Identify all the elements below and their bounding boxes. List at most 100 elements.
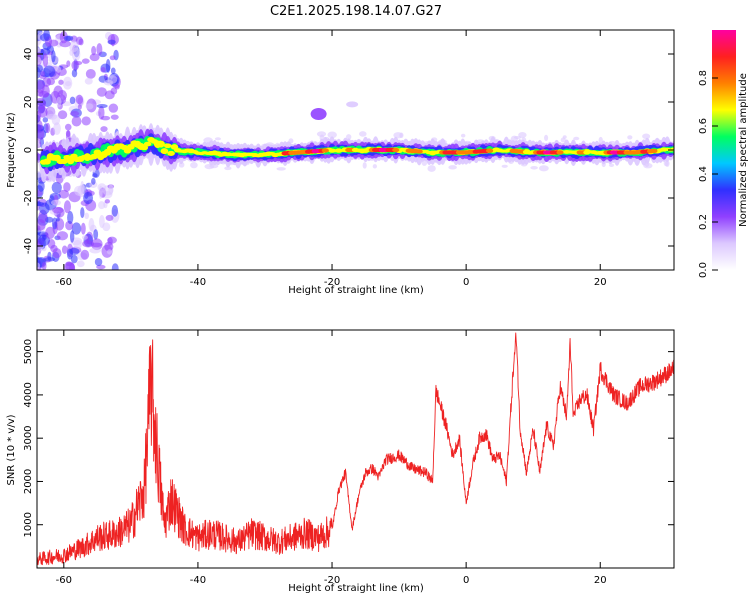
snr-x-tick-label: 20 [594,575,607,586]
snr-panel: -60 -40 -20 0 20 1000 2000 3000 4000 5000 Height … [6,329,675,594]
heatmap-cell [51,181,62,194]
heatmap-cell [109,55,116,61]
heatmap-cell [71,60,80,71]
heatmap-cell [81,235,88,240]
heatmap-cell [64,81,72,87]
heatmap-cell [427,165,436,172]
heatmap-cell [544,134,549,141]
heatmap-cell [46,77,56,86]
snr-y-tick-label: 2000 [23,469,34,494]
heatmap-cell [45,122,51,134]
heatmap-cell [642,133,651,140]
heatmap-cell [204,163,215,170]
spectrogram-x-tick-label: -20 [324,277,340,288]
heatmap-cell [399,132,404,139]
heatmap-cell [37,152,41,163]
spectrogram-x-tick-label: -60 [56,277,72,288]
heatmap-cell [53,122,61,136]
heatmap-cell [37,97,47,110]
heatmap-cell [106,249,113,255]
heatmap-cell [96,87,107,97]
heatmap-cell [110,114,119,120]
heatmap-cell [42,53,49,68]
heatmap-cell [42,117,49,123]
heatmap-cell [108,103,119,113]
heatmap-cell [71,222,82,235]
heatmap-cell [78,38,84,46]
heatmap-cell [52,206,64,214]
heatmap-cell [58,79,64,85]
heatmap-cell [67,211,74,225]
colorbar-tick-label: 0.0 [698,262,709,278]
colorbar-tick-label: 0.8 [698,70,709,86]
heatmap-cell [104,90,115,100]
snr-x-tick-label: -60 [56,575,72,586]
heatmap-cell [167,150,175,156]
heatmap-cell [37,250,40,259]
heatmap-cell [448,165,457,170]
spectrogram-y-tick-label: -40 [23,238,34,254]
heatmap-cell [41,261,47,270]
heatmap-cell [69,40,79,53]
heatmap-cell [64,123,72,131]
heatmap-cell [110,67,116,75]
spectrogram-y-tick-label: 20 [23,96,34,109]
heatmap-cell [111,204,119,217]
heatmap-cell [61,245,68,254]
heatmap-cell [69,96,76,105]
heatmap-cell [100,115,111,121]
heatmap-cell [96,43,103,56]
heatmap-blob [310,108,327,120]
heatmap-cell [143,141,152,147]
snr-y-tick-label: 3000 [23,425,34,450]
heatmap-cell [80,207,85,219]
snr-x-tick-label: -20 [324,575,340,586]
heatmap-cell [81,58,90,64]
heatmap-cell [224,166,232,171]
heatmap-cell [98,105,105,120]
heatmap-cell [69,262,76,270]
heatmap-cell [530,165,538,170]
heatmap-cell [415,149,423,154]
snr-y-axis-label: SNR (10 * v/v) [6,414,17,485]
heatmap-cell [56,231,69,241]
heatmap-cell [89,247,101,254]
heatmap-cell [522,149,531,155]
heatmap-cell [45,226,56,240]
heatmap-cell [59,40,71,48]
heatmap-cell [513,135,522,140]
heatmap-cell [52,248,62,259]
heatmap-cell [83,191,94,205]
heatmap-cell [140,145,149,151]
colorbar-tick-label: 0.2 [698,214,709,230]
heatmap-cell [102,222,111,232]
heatmap-cell [104,199,110,204]
heatmap-cell [66,60,71,67]
heatmap-cell [98,201,106,210]
spectrogram-y-tick-label: 40 [23,48,34,61]
heatmap-cell [91,45,97,56]
heatmap-cell [556,150,564,155]
heatmap-cell [90,153,98,160]
heatmap-cell [94,258,103,266]
heatmap-cell [91,238,103,251]
heatmap-cell [37,89,44,97]
snr-series-line [37,332,674,566]
spectrogram-y-axis-label: Frequency (Hz) [6,112,17,188]
heatmap-cell [573,136,580,141]
heatmap-cell [88,218,95,232]
heatmap-cell [56,66,61,73]
heatmap-cell [460,133,466,138]
heatmap-cell [359,131,367,137]
spectrogram-x-axis-label: Height of straight line (km) [288,285,424,296]
heatmap-cell [56,96,62,108]
heatmap-cell [70,254,78,264]
snr-line-plot [37,332,674,566]
heatmap-cell [321,148,329,153]
heatmap-cell [80,181,85,195]
heatmap-cell [96,103,108,109]
heatmap-cell [58,189,70,199]
heatmap-cell [100,67,106,73]
heatmap-cell [276,167,286,171]
